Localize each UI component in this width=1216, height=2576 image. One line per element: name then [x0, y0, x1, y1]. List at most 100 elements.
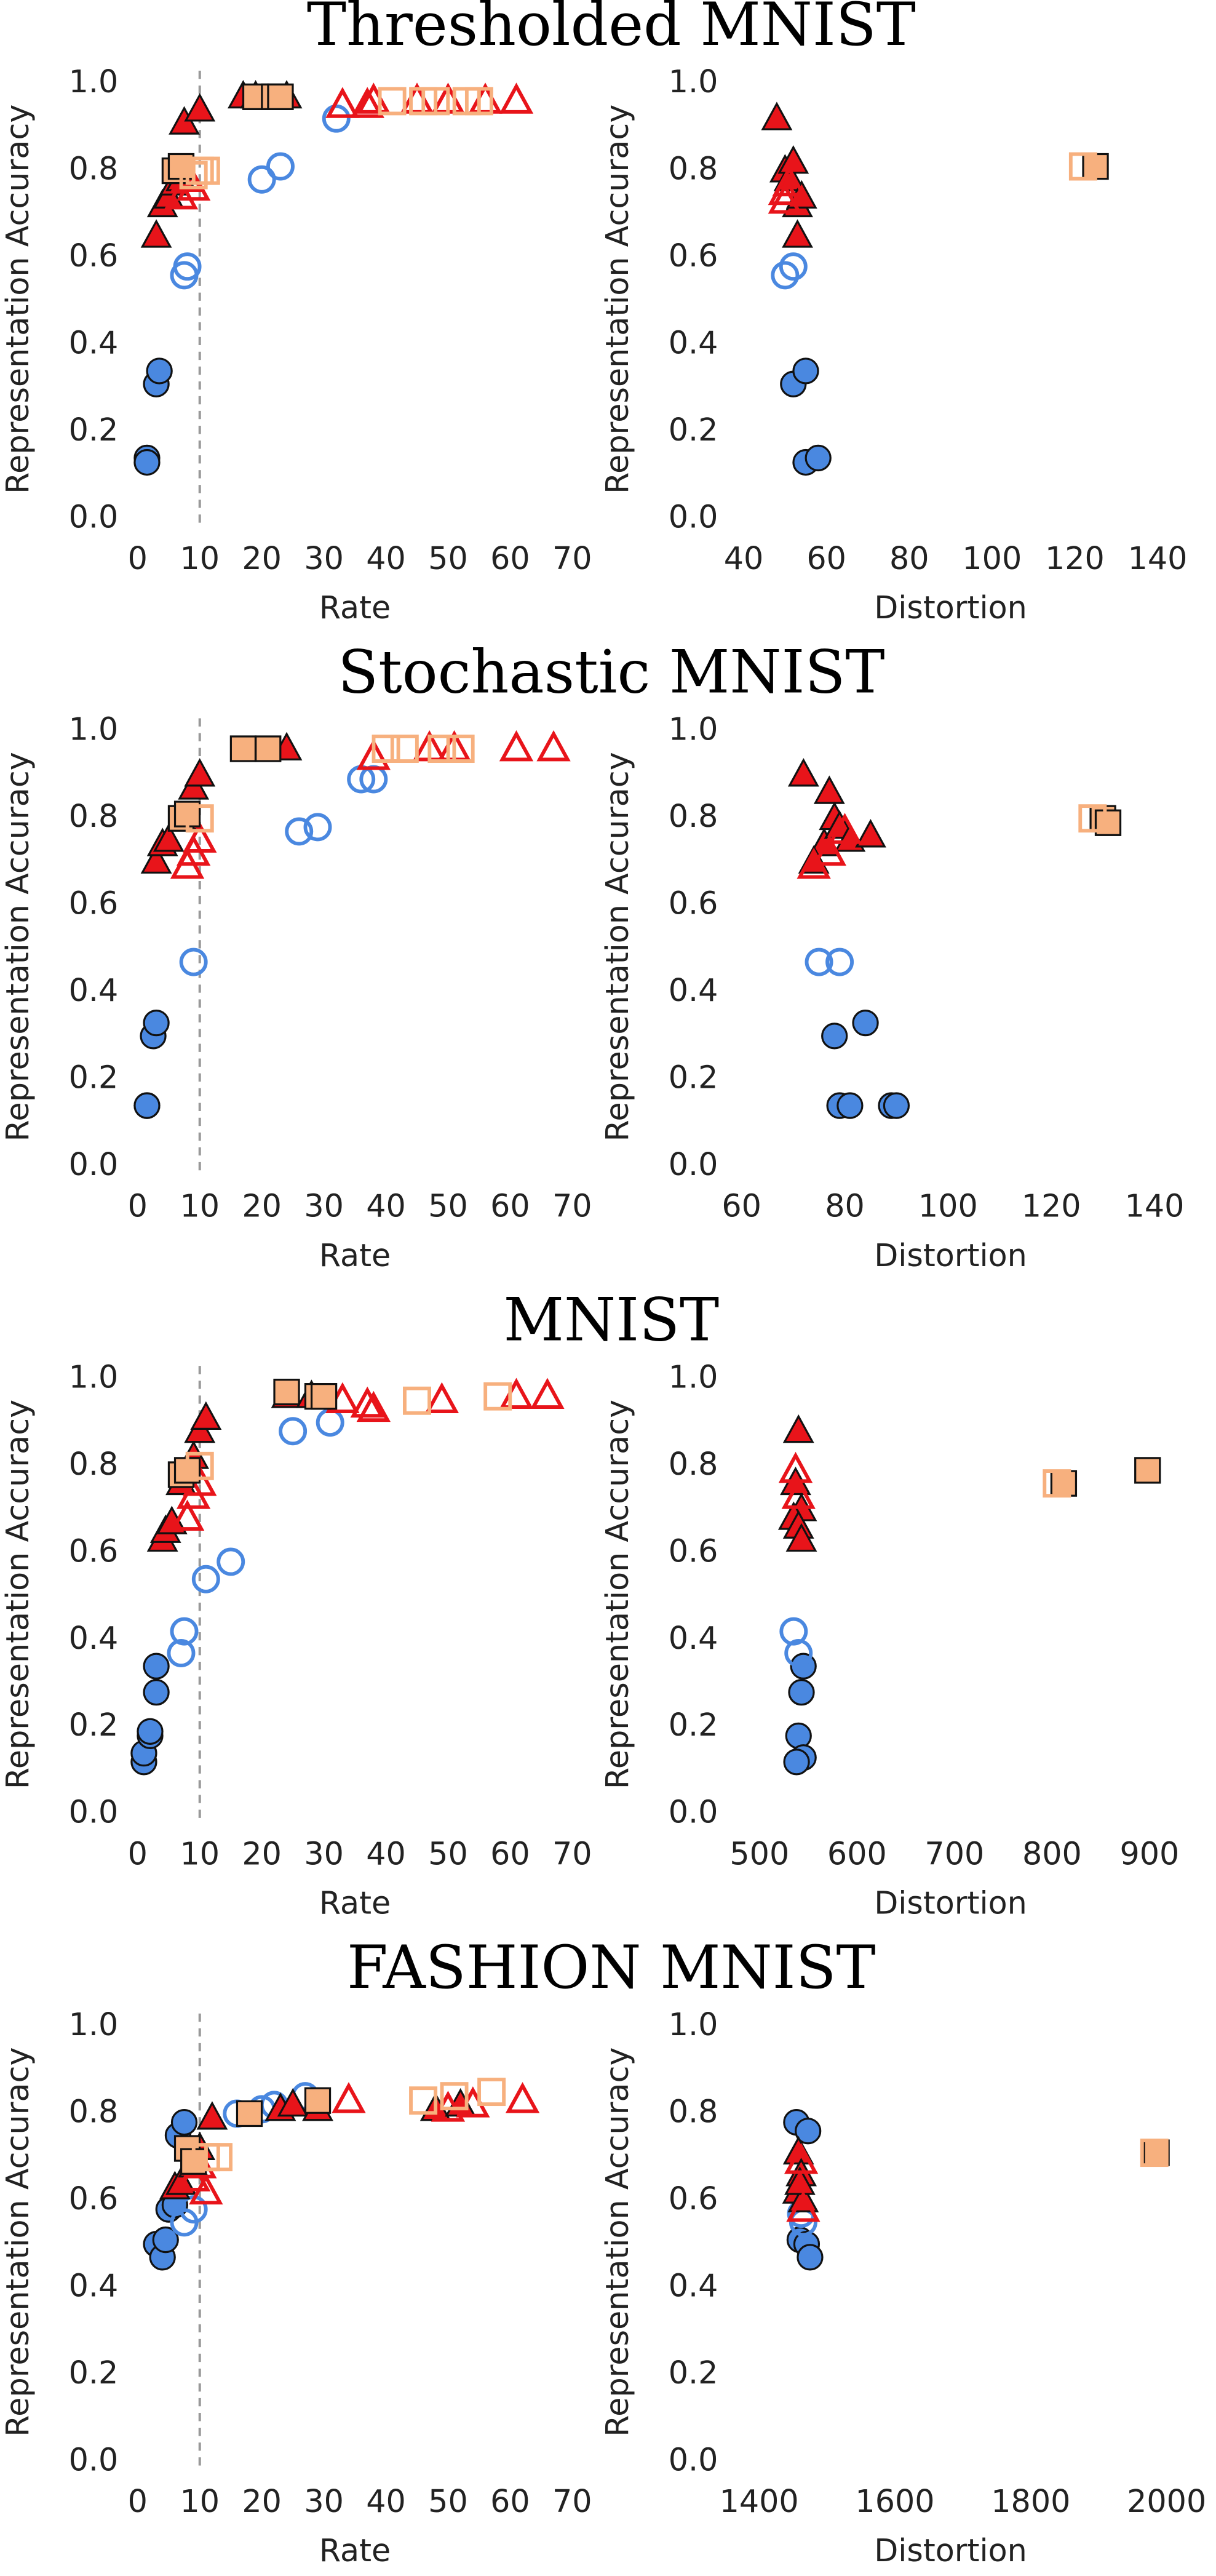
point	[229, 735, 257, 762]
x-tick-label: 40	[366, 2483, 406, 2519]
point	[279, 1417, 308, 1446]
y-tick-label: 0.8	[669, 151, 718, 187]
point	[784, 2143, 819, 2174]
chart-title: Thresholded MNIST	[307, 0, 916, 59]
y-tick-label: 1.0	[669, 1358, 718, 1395]
point	[761, 102, 793, 130]
point	[855, 819, 886, 848]
point	[440, 2082, 469, 2111]
x-tick-label: 30	[304, 1188, 344, 1224]
point	[782, 1414, 814, 1443]
y-tick-label: 0.8	[669, 1446, 718, 1482]
point	[477, 2078, 506, 2107]
chart-title: FASHION MNIST	[347, 1933, 876, 2002]
point	[778, 1451, 813, 1483]
x-tick-label: 120	[1022, 1188, 1081, 1224]
x-tick-label: 20	[242, 1835, 282, 1872]
point	[812, 834, 846, 866]
point	[273, 1378, 300, 1406]
point	[805, 947, 833, 976]
point	[267, 83, 294, 110]
y-axis-label: Representation Accuracy	[0, 2047, 36, 2436]
point	[483, 1382, 512, 1411]
point	[183, 821, 217, 853]
y-tick-label: 0.4	[669, 2267, 718, 2303]
point	[185, 804, 214, 833]
point	[1140, 2139, 1169, 2167]
point	[133, 1092, 161, 1119]
x-tick-label: 70	[552, 1835, 592, 1872]
y-tick-label: 0.8	[669, 798, 718, 834]
point	[787, 758, 819, 787]
point	[143, 1679, 170, 1706]
x-tick-label: 10	[180, 1188, 220, 1224]
y-axis-label: Representation Accuracy	[599, 1400, 635, 1789]
y-tick-label: 0.0	[669, 2441, 718, 2478]
point	[813, 775, 845, 804]
point	[146, 357, 173, 385]
y-tick-label: 0.8	[69, 151, 119, 187]
point	[137, 1718, 164, 1745]
x-tick-label: 40	[724, 540, 764, 576]
x-tick-label: 700	[924, 1835, 984, 1872]
point	[785, 1722, 812, 1750]
y-tick-label: 0.0	[69, 2441, 119, 2478]
x-tick-label: 30	[304, 1835, 344, 1872]
x-tick-label: 0	[128, 540, 148, 576]
point	[140, 219, 172, 248]
x-tick-label: 50	[428, 1835, 468, 1872]
y-tick-label: 1.0	[669, 63, 718, 100]
y-tick-label: 0.2	[669, 1707, 718, 1743]
x-tick-label: 60	[490, 2483, 530, 2519]
point	[247, 165, 276, 194]
x-axis-label: Rate	[319, 589, 391, 626]
x-tick-label: 20	[242, 2483, 282, 2519]
x-tick-label: 40	[366, 540, 406, 576]
x-tick-label: 70	[552, 1188, 592, 1224]
point	[356, 1390, 391, 1422]
point	[768, 182, 803, 214]
x-tick-label: 50	[428, 540, 468, 576]
x-tick-label: 900	[1119, 1835, 1179, 1872]
chart-title: Stochastic MNIST	[338, 638, 884, 707]
y-tick-label: 0.0	[69, 498, 119, 535]
point	[170, 1499, 205, 1531]
y-tick-label: 0.2	[669, 412, 718, 448]
x-tick-label: 10	[180, 540, 220, 576]
x-tick-label: 70	[552, 2483, 592, 2519]
y-tick-label: 0.4	[669, 1620, 718, 1656]
y-tick-label: 0.0	[69, 1794, 119, 1830]
point	[1043, 1469, 1071, 1498]
point	[191, 156, 220, 185]
x-tick-label: 60	[721, 1188, 761, 1224]
point	[133, 449, 161, 476]
y-tick-label: 0.2	[69, 1707, 119, 1743]
x-tick-label: 70	[552, 540, 592, 576]
point	[143, 1653, 170, 1680]
x-tick-label: 1600	[855, 2483, 934, 2519]
y-tick-label: 0.6	[669, 1533, 718, 1569]
y-tick-label: 0.8	[669, 2093, 718, 2129]
point	[190, 1401, 222, 1430]
y-tick-label: 0.8	[69, 2093, 119, 2129]
y-tick-label: 0.2	[69, 412, 119, 448]
y-axis-label: Representation Accuracy	[0, 752, 36, 1141]
point	[356, 739, 391, 770]
point	[310, 1383, 338, 1410]
y-axis-label: Representation Accuracy	[0, 1400, 36, 1789]
x-tick-label: 140	[1128, 540, 1188, 576]
x-tick-label: 0	[128, 1188, 148, 1224]
point	[165, 2166, 197, 2195]
point	[784, 1639, 813, 1667]
y-tick-label: 1.0	[69, 2006, 119, 2043]
y-tick-label: 0.4	[669, 325, 718, 361]
y-tick-label: 1.0	[69, 1358, 119, 1395]
point	[421, 87, 450, 116]
point	[785, 1523, 817, 1552]
y-axis-label: Representation Accuracy	[599, 2047, 635, 2436]
point	[266, 152, 295, 181]
x-axis-label: Rate	[319, 1884, 391, 1921]
point	[792, 357, 819, 385]
point	[825, 947, 854, 976]
